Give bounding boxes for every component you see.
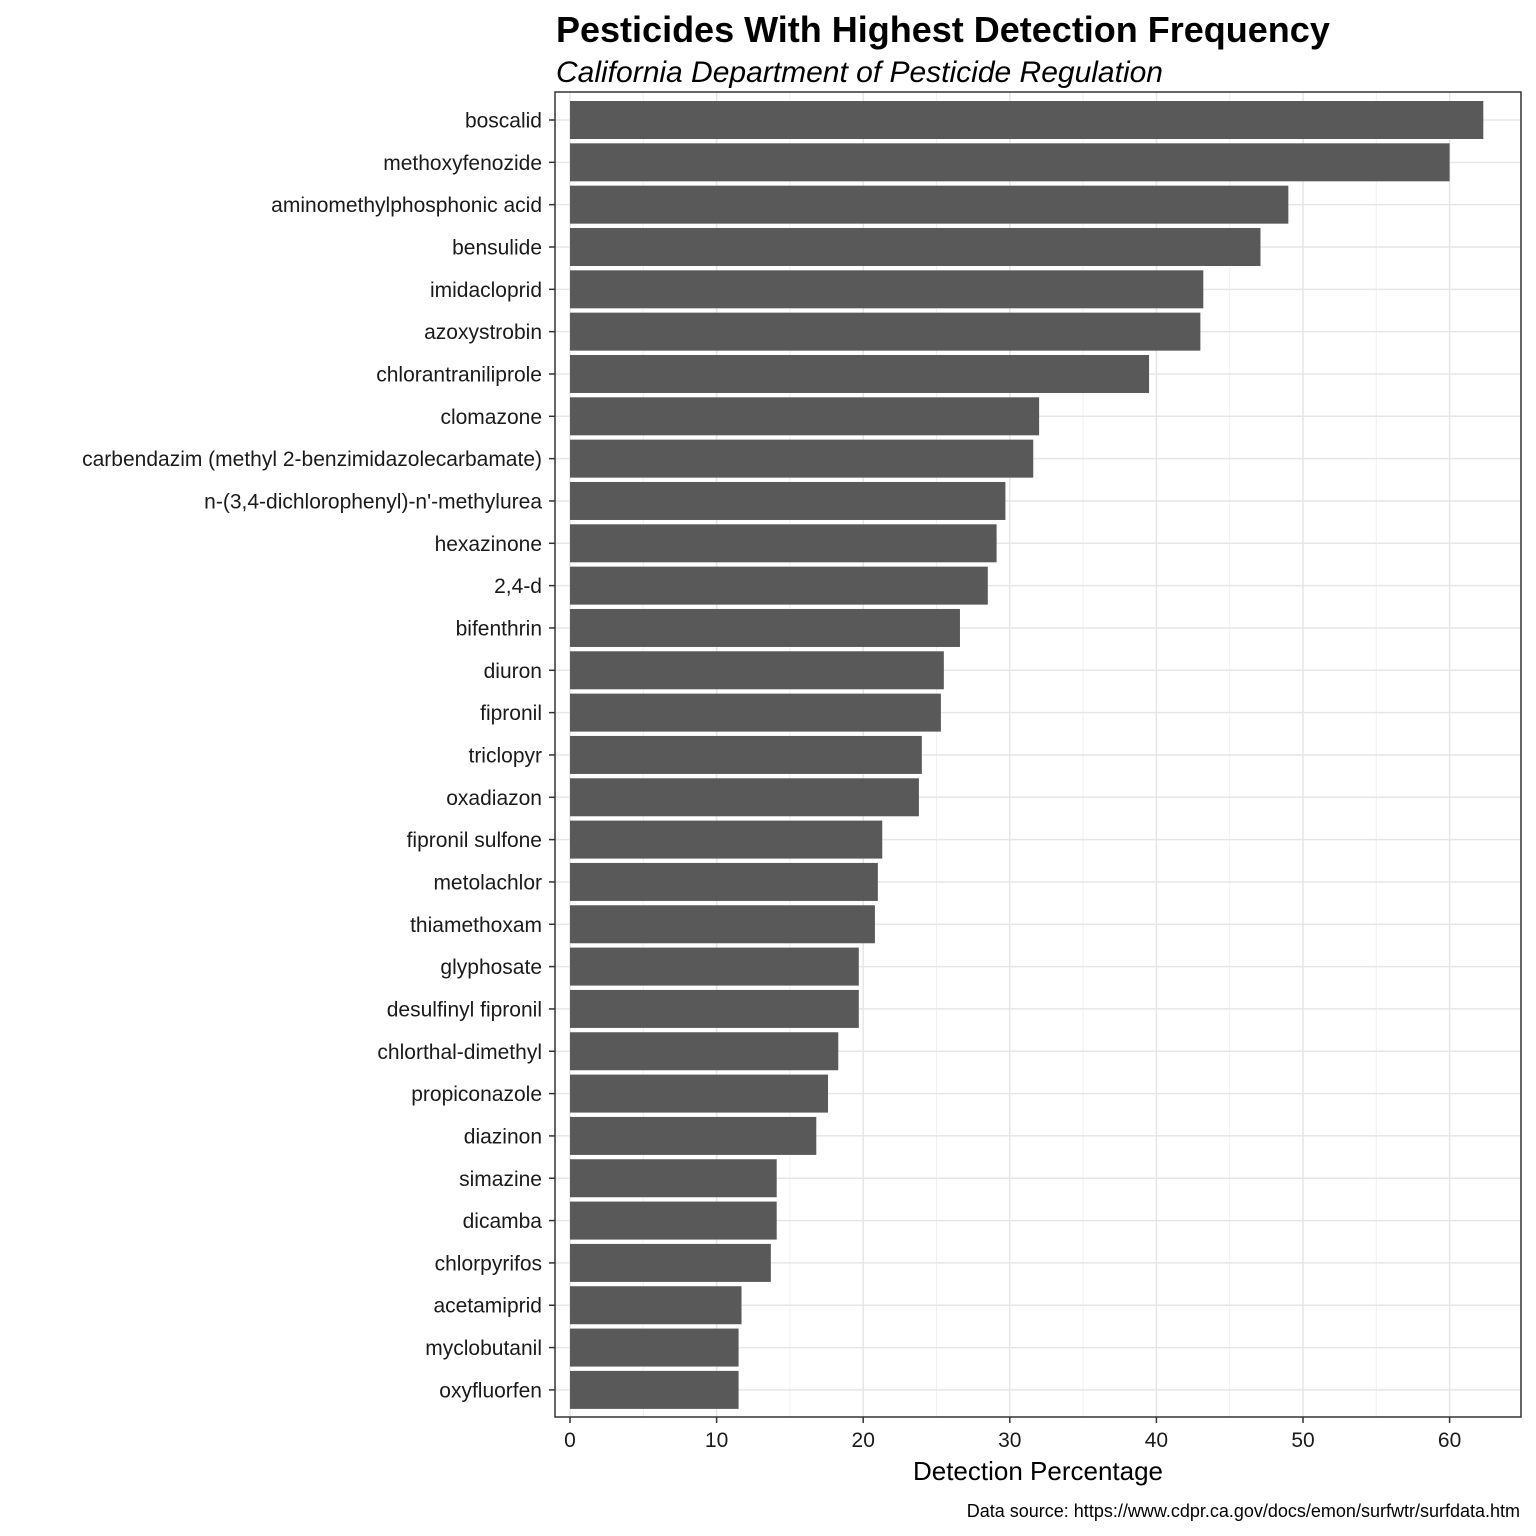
category-label: carbendazim (methyl 2-benzimidazolecarba… bbox=[82, 448, 542, 471]
category-label: desulfinyl fipronil bbox=[387, 998, 542, 1021]
bar bbox=[570, 1328, 739, 1367]
bar bbox=[570, 270, 1204, 309]
bar bbox=[570, 481, 1006, 520]
bar bbox=[570, 693, 941, 732]
category-label: triclopyr bbox=[468, 744, 542, 767]
category-label: methoxyfenozide bbox=[383, 152, 542, 175]
x-axis-ticks: 0 10 20 30 40 50 60 bbox=[564, 1417, 1461, 1452]
category-label: chlorantraniliprole bbox=[376, 363, 542, 386]
bar bbox=[570, 1159, 777, 1198]
bar bbox=[570, 1074, 829, 1113]
x-tick-label: 40 bbox=[1145, 1429, 1168, 1452]
bar bbox=[570, 1286, 742, 1325]
category-labels: boscalid methoxyfenozide aminomethylphosph… bbox=[82, 110, 555, 1402]
category-label: glyphosate bbox=[440, 956, 542, 979]
bar bbox=[570, 354, 1150, 393]
bar bbox=[570, 439, 1034, 478]
bar bbox=[570, 1116, 817, 1155]
bar bbox=[570, 778, 919, 817]
category-label: n-(3,4-dichlorophenyl)-n'-methylurea bbox=[204, 490, 542, 513]
category-label: fipronil bbox=[480, 702, 542, 725]
chart-title: Pesticides With Highest Detection Freque… bbox=[556, 9, 1330, 50]
x-tick-label: 60 bbox=[1438, 1429, 1461, 1452]
bar bbox=[570, 989, 859, 1028]
category-label: simazine bbox=[459, 1168, 542, 1191]
chart-subtitle: California Department of Pesticide Regul… bbox=[556, 56, 1163, 89]
category-label: bensulide bbox=[452, 236, 542, 259]
bar bbox=[570, 905, 875, 944]
category-label: thiamethoxam bbox=[410, 914, 542, 937]
bar bbox=[570, 566, 988, 605]
bar bbox=[570, 312, 1201, 351]
category-label: myclobutanil bbox=[425, 1337, 542, 1360]
bars bbox=[570, 101, 1484, 1409]
category-label: oxyfluorfen bbox=[439, 1379, 542, 1402]
x-tick-label: 50 bbox=[1291, 1429, 1314, 1452]
x-tick-label: 20 bbox=[852, 1429, 875, 1452]
category-label: chlorpyrifos bbox=[435, 1252, 542, 1275]
category-label: oxadiazon bbox=[446, 787, 542, 810]
category-label: acetamiprid bbox=[433, 1295, 542, 1318]
category-label: dicamba bbox=[463, 1210, 543, 1233]
category-label: fipronil sulfone bbox=[407, 829, 542, 852]
x-tick-label: 0 bbox=[564, 1429, 576, 1452]
bar bbox=[570, 185, 1289, 224]
category-label: 2,4-d bbox=[494, 575, 542, 598]
x-tick-label: 10 bbox=[705, 1429, 728, 1452]
category-label: imidacloprid bbox=[430, 279, 542, 302]
category-label: boscalid bbox=[465, 110, 542, 133]
category-label: clomazone bbox=[440, 406, 542, 429]
category-label: propiconazole bbox=[411, 1083, 542, 1106]
category-label: aminomethylphosphonic acid bbox=[271, 194, 542, 217]
category-label: diazinon bbox=[464, 1125, 542, 1148]
bar bbox=[570, 947, 859, 986]
bar bbox=[570, 143, 1450, 182]
bar bbox=[570, 820, 883, 859]
x-tick-label: 30 bbox=[998, 1429, 1021, 1452]
bar bbox=[570, 101, 1484, 139]
category-label: metolachlor bbox=[433, 871, 542, 894]
bar bbox=[570, 862, 878, 901]
bar bbox=[570, 1370, 739, 1409]
category-label: bifenthrin bbox=[456, 617, 542, 640]
data-source-caption: Data source: https://www.cdpr.ca.gov/doc… bbox=[967, 1501, 1520, 1521]
bar bbox=[570, 1243, 771, 1282]
category-label: hexazinone bbox=[435, 533, 542, 556]
bar bbox=[570, 1032, 839, 1071]
bar bbox=[570, 397, 1040, 436]
category-label: azoxystrobin bbox=[424, 321, 542, 344]
bar bbox=[570, 735, 922, 774]
bar bbox=[570, 227, 1261, 266]
category-label: chlorthal-dimethyl bbox=[377, 1041, 542, 1064]
category-label: diuron bbox=[484, 660, 542, 683]
bar bbox=[570, 651, 944, 690]
bar bbox=[570, 524, 997, 563]
x-axis-title: Detection Percentage bbox=[913, 1456, 1163, 1486]
bar bbox=[570, 1201, 777, 1240]
bar bbox=[570, 608, 960, 647]
